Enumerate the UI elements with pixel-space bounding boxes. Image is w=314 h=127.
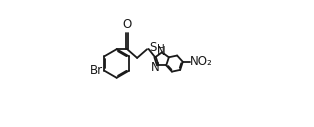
Text: NO₂: NO₂ xyxy=(190,55,213,68)
Text: S: S xyxy=(149,42,157,54)
Text: N: N xyxy=(151,61,160,74)
Text: H: H xyxy=(157,44,165,54)
Text: Br: Br xyxy=(90,64,103,77)
Text: O: O xyxy=(122,18,132,31)
Text: N: N xyxy=(157,45,165,58)
